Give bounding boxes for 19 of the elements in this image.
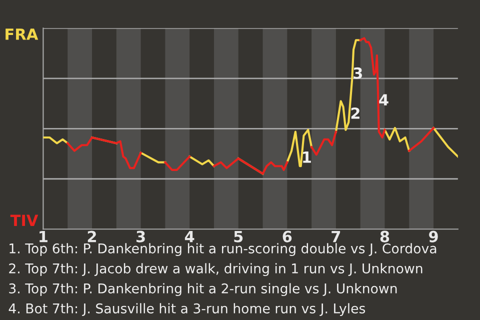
x-tick-label: 8 bbox=[380, 230, 390, 242]
x-tick-label: 4 bbox=[184, 230, 194, 242]
annotation: 2 bbox=[351, 107, 360, 119]
x-tick-label: 6 bbox=[282, 230, 292, 242]
text: 4. Bot 7th: J. Sausville hit a 3-run home run vs J. Lyles bbox=[8, 303, 366, 316]
text: 2. Top 7th: J. Jacob drew a walk, driving in 1 run vs J. Unknown bbox=[9, 263, 422, 276]
x-tick-label: 1 bbox=[40, 230, 48, 242]
x-tick-label: 2 bbox=[88, 230, 96, 242]
text: 3. Top 7th: P. Dankenbring hit a 2-run single vs J. Unknown bbox=[9, 283, 397, 296]
x-tick-label: 5 bbox=[234, 230, 243, 242]
text: 1. Top 6th: P. Dankenbring hit a run-scoring double vs J. Cordova bbox=[10, 243, 436, 256]
annotation: 3 bbox=[354, 67, 362, 79]
x-tick-label: 3 bbox=[136, 230, 145, 242]
annotation: 4 bbox=[379, 94, 388, 106]
x-tick-label: 9 bbox=[429, 230, 438, 242]
text: TIV bbox=[10, 214, 38, 226]
x-tick-label: 7 bbox=[332, 230, 340, 242]
annotation: 1 bbox=[303, 152, 311, 163]
text: FRA bbox=[6, 28, 38, 40]
